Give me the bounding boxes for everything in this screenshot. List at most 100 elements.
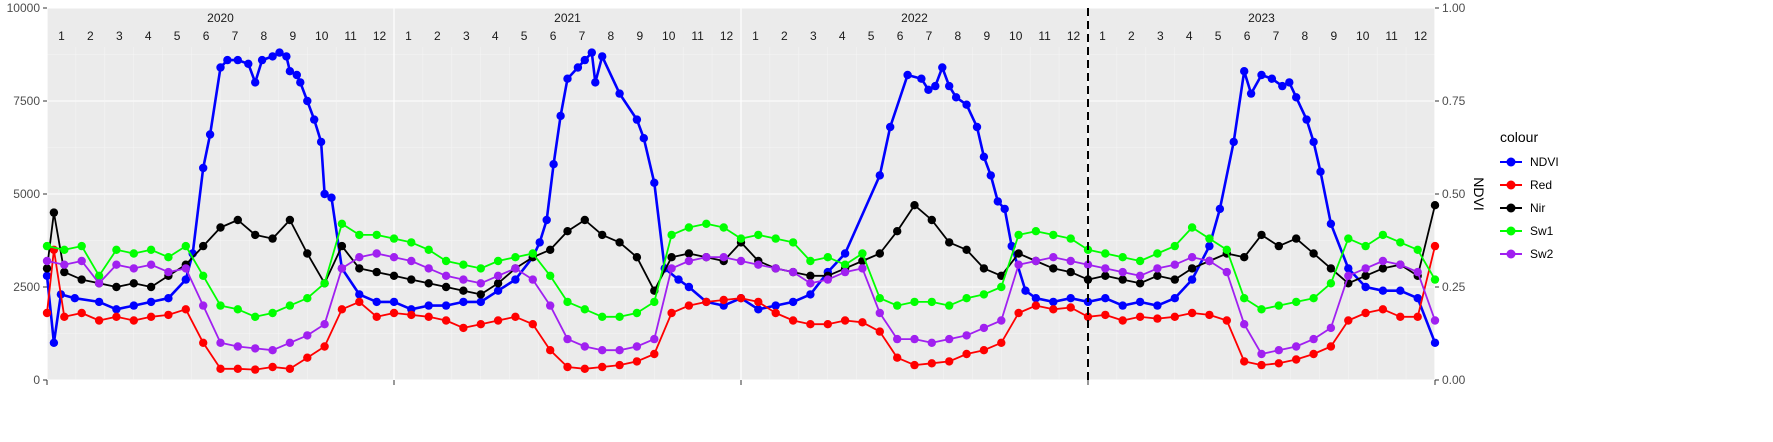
data-point-red [1187, 308, 1197, 318]
data-point-ndvi [587, 48, 596, 57]
data-point-red [598, 362, 607, 372]
data-point-sw2 [424, 264, 433, 273]
month-label: 10 [315, 29, 329, 43]
year-label: 2022 [901, 11, 928, 25]
data-point-nir [1014, 249, 1023, 258]
data-point-ndvi [310, 115, 319, 124]
data-point-nir [459, 286, 468, 295]
legend-key-point [1506, 180, 1516, 190]
data-point-ndvi [42, 271, 52, 280]
data-point-ndvi [233, 55, 242, 65]
data-point-red [1361, 308, 1370, 318]
month-label: 6 [550, 29, 557, 43]
data-point-red [233, 364, 242, 373]
data-point-ndvi [556, 111, 565, 121]
data-point-nir [42, 264, 52, 273]
month-label: 10 [662, 29, 676, 43]
data-point-sw1 [1135, 256, 1145, 266]
month-label: 9 [289, 29, 296, 43]
data-point-sw1 [1101, 249, 1110, 258]
data-point-red [754, 297, 763, 307]
data-point-red [858, 318, 867, 327]
data-point-ndvi [1361, 282, 1370, 292]
data-point-nir [1257, 230, 1266, 240]
data-point-sw2 [754, 260, 763, 269]
data-point-red [199, 338, 208, 347]
data-point-sw1 [216, 301, 225, 310]
data-point-ndvi [986, 171, 995, 180]
data-point-sw1 [1361, 241, 1370, 251]
y-tick-label-left: 5000 [13, 187, 40, 201]
y-tick-label-right: 1.00 [1442, 1, 1466, 15]
data-point-red [320, 342, 329, 351]
data-point-ndvi [296, 78, 305, 87]
data-point-sw2 [199, 301, 208, 310]
data-point-red [1344, 316, 1353, 325]
data-point-sw1 [1257, 305, 1266, 314]
data-point-sw1 [684, 223, 694, 232]
data-point-nir [546, 245, 555, 254]
data-point-sw2 [268, 346, 277, 355]
data-point-red [146, 312, 156, 321]
data-point-nir [910, 201, 919, 210]
data-point-red [650, 349, 659, 359]
data-point-red [1066, 303, 1075, 312]
data-point-ndvi [1170, 294, 1180, 303]
data-point-sw2 [355, 253, 364, 262]
data-point-ndvi [535, 238, 544, 247]
data-point-sw1 [1378, 230, 1388, 240]
data-point-sw2 [42, 256, 52, 266]
data-point-sw1 [962, 294, 971, 303]
data-point-red [1222, 316, 1232, 325]
month-label: 11 [344, 29, 357, 43]
data-point-sw1 [1309, 294, 1318, 303]
data-point-sw1 [823, 253, 832, 262]
data-point-sw2 [459, 275, 468, 284]
data-point-red [840, 316, 850, 325]
data-point-sw2 [1083, 260, 1093, 269]
data-point-sw1 [546, 271, 555, 280]
data-point-ndvi [1302, 115, 1311, 124]
data-point-sw2 [840, 267, 850, 277]
data-point-sw2 [650, 334, 659, 344]
data-point-ndvi [355, 290, 364, 299]
data-point-red [893, 353, 902, 362]
data-point-sw1 [303, 294, 312, 303]
data-point-sw2 [702, 253, 711, 262]
data-point-sw2 [407, 256, 416, 266]
data-point-ndvi [1187, 275, 1197, 284]
data-point-nir [1292, 234, 1301, 243]
month-label: 11 [691, 29, 704, 43]
data-point-ndvi [1153, 301, 1162, 310]
data-point-red [424, 312, 433, 321]
month-label: 9 [636, 29, 643, 43]
data-point-nir [1066, 267, 1075, 277]
legend-key-point [1506, 203, 1516, 213]
data-point-sw2 [806, 279, 815, 288]
data-point-nir [875, 249, 884, 258]
data-point-ndvi [275, 48, 284, 57]
data-point-ndvi [282, 52, 291, 61]
data-point-sw1 [424, 245, 433, 254]
data-point-ndvi [205, 130, 215, 139]
data-point-sw2 [285, 338, 295, 347]
data-point-ndvi [598, 52, 607, 61]
data-point-ndvi [223, 55, 232, 65]
data-point-red [407, 310, 416, 320]
data-point-red [1396, 312, 1405, 321]
data-point-sw2 [1326, 323, 1336, 333]
data-point-sw2 [1101, 264, 1110, 273]
y-tick-label-left: 0 [33, 373, 40, 387]
data-point-sw1 [1222, 245, 1232, 254]
data-point-ndvi [244, 59, 253, 68]
data-point-sw2 [1292, 342, 1301, 351]
data-point-sw1 [754, 230, 763, 240]
data-point-ndvi [1316, 167, 1325, 176]
data-point-nir [1101, 271, 1110, 280]
data-point-nir [77, 275, 86, 284]
data-point-ndvi [1066, 294, 1075, 303]
data-point-sw1 [1031, 227, 1041, 236]
data-point-ndvi [1257, 70, 1266, 80]
data-point-ndvi [886, 122, 895, 132]
data-point-sw2 [320, 320, 329, 329]
